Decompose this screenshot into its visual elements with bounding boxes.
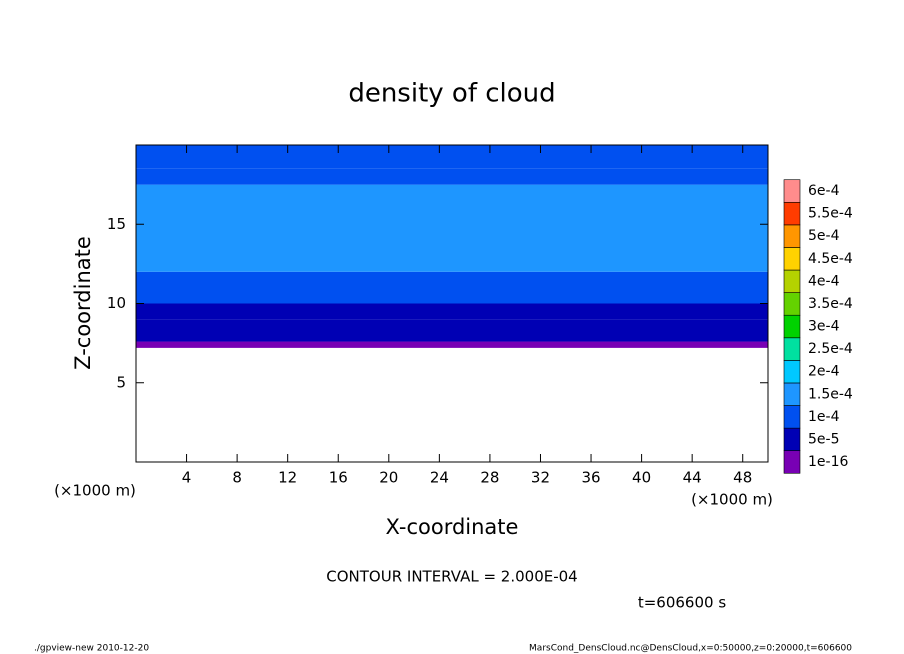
x-tick-label: 8 (232, 469, 242, 487)
colorbar-label: 6e-4 (808, 183, 840, 199)
colorbar-box (783, 360, 801, 384)
y-tick-label: 10 (107, 294, 126, 312)
colorbar-box (783, 427, 801, 452)
x-tick-label: 44 (683, 469, 702, 487)
colorbar-label: 5.5e-4 (808, 206, 853, 222)
colorbar-label: 4.5e-4 (808, 251, 853, 267)
x-tick-label: 32 (531, 469, 550, 487)
x-tick-label: 40 (632, 469, 651, 487)
chart-title: density of cloud (348, 79, 555, 109)
colorbar-label: 5e-5 (808, 431, 839, 447)
contour-band (136, 145, 768, 169)
colorbar-label: 1e-4 (808, 409, 840, 425)
colorbar-box (783, 405, 801, 429)
colorbar-label: 2.5e-4 (808, 341, 853, 357)
colorbar-label: 2e-4 (808, 364, 840, 380)
footer-right: MarsCond_DensCloud.nc@DensCloud,x=0:5000… (529, 644, 852, 654)
colorbar-label: 3.5e-4 (808, 296, 853, 312)
colorbar-box (783, 314, 801, 339)
colorbar-box (783, 450, 801, 474)
x-tick-label: 12 (278, 469, 297, 487)
time-label: t=606600 s (638, 594, 726, 612)
colorbar-label: 3e-4 (808, 319, 840, 335)
contour-band (136, 184, 768, 272)
colorbar-box (783, 292, 801, 316)
x-tick-label: 16 (329, 469, 348, 487)
contour-band (136, 271, 768, 304)
colorbar-box (783, 179, 801, 203)
colorbar-label: 5e-4 (808, 228, 840, 244)
x-tick-label: 20 (379, 469, 398, 487)
x-tick-label: 24 (430, 469, 449, 487)
footer-left: ./gpview-new 2010-12-20 (34, 644, 149, 654)
colorbar-box (783, 247, 801, 271)
colorbar-box (783, 337, 801, 361)
y-tick-label: 5 (116, 373, 126, 391)
contour-interval: CONTOUR INTERVAL = 2.000E-04 (326, 568, 577, 586)
x-axis-label: X-coordinate (386, 515, 519, 539)
colorbar-box (783, 201, 801, 226)
y-tick-label: 15 (107, 215, 126, 233)
x-tick-label: 28 (480, 469, 499, 487)
colorbar-label: 1.5e-4 (808, 386, 853, 402)
colorbar-box (783, 269, 801, 293)
contour-band (136, 303, 768, 320)
colorbar-box (783, 224, 801, 248)
colorbar-label: 1e-16 (808, 454, 848, 470)
x-tick-label: 4 (182, 469, 192, 487)
x-unit: (×1000 m) (691, 491, 773, 509)
x-tick-label: 36 (581, 469, 600, 487)
y-unit: (×1000 m) (54, 482, 136, 500)
contour-band (136, 341, 768, 348)
colorbar-label: 4e-4 (808, 273, 840, 289)
x-tick-label: 48 (733, 469, 752, 487)
colorbar-box (783, 382, 801, 406)
contour-band (136, 319, 768, 342)
contour-band (136, 168, 768, 185)
y-axis-label: Z-coordinate (71, 236, 95, 370)
